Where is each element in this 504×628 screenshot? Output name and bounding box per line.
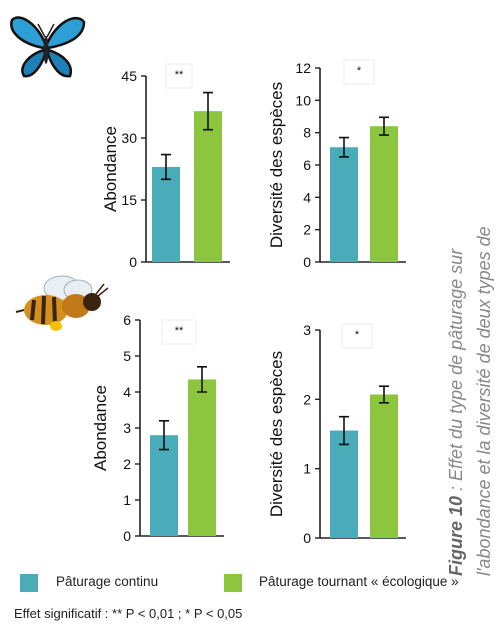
chart-bee-abundance: ** 0 1 2 3 4 5 6 Abondance	[91, 312, 224, 544]
y-tick-label: 4	[123, 384, 131, 400]
significance-box	[161, 319, 197, 345]
bar-paturage-continu	[330, 147, 358, 262]
caption-line-1: : Effet du type de pâturage sur	[446, 248, 466, 496]
y-axis-label: Diversité des espèces	[267, 82, 286, 248]
y-axis-label: Diversité des espèces	[267, 351, 286, 517]
error-bar	[203, 91, 213, 131]
y-tick-label: 0	[303, 254, 311, 270]
svg-text:Figure 10 : Effet du type de p: Figure 10 : Effet du type de pâturage su…	[446, 248, 466, 576]
error-bar	[379, 116, 389, 136]
y-tick-label: 3	[123, 420, 131, 436]
butterfly-icon	[10, 16, 86, 78]
significance-box	[343, 59, 375, 85]
y-tick-label: 8	[303, 125, 311, 141]
y-tick-label: 6	[123, 312, 131, 328]
y-tick-label: 5	[123, 348, 131, 364]
bar-paturage-continu	[150, 435, 178, 536]
legend-swatch-tournant	[224, 574, 242, 592]
y-tick-label: 2	[303, 391, 311, 407]
bar-paturage-continu	[152, 166, 180, 262]
y-tick-label: 1	[123, 492, 131, 508]
bar-paturage-tournant	[188, 379, 216, 536]
chart-butterfly-abundance: ** 0 15 30 45 Abondance	[101, 63, 230, 270]
bar-paturage-tournant	[370, 394, 398, 538]
y-tick-label: 0	[123, 528, 131, 544]
significance-box	[341, 323, 373, 349]
error-bar	[161, 153, 171, 181]
y-tick-label: 2	[123, 456, 131, 472]
y-tick-label: 15	[121, 192, 137, 208]
error-bar	[159, 420, 169, 451]
significance-box	[165, 63, 193, 89]
significance-label: **	[175, 69, 184, 81]
bee-icon	[15, 275, 109, 331]
significance-label: *	[355, 329, 360, 341]
legend-swatch-continu	[20, 574, 38, 592]
y-tick-label: 30	[121, 130, 137, 146]
y-tick-label: 3	[303, 322, 311, 338]
bar-paturage-tournant	[370, 126, 398, 262]
error-bar	[197, 366, 207, 393]
y-tick-label: 1	[303, 461, 311, 477]
y-tick-label: 6	[303, 157, 311, 173]
y-tick-label: 4	[303, 189, 311, 205]
y-tick-label: 2	[303, 222, 311, 238]
legend: Pâturage continu Pâturage tournant « éco…	[0, 572, 504, 596]
y-tick-label: 45	[121, 68, 137, 84]
bar-paturage-continu	[330, 430, 358, 538]
y-tick-label: 0	[303, 530, 311, 546]
legend-label-tournant: Pâturage tournant « écologique »	[259, 574, 459, 589]
y-tick-label: 12	[295, 60, 311, 76]
y-tick-label: 10	[295, 92, 311, 108]
figure-label: Figure 10	[446, 496, 466, 576]
legend-label-continu: Pâturage continu	[56, 574, 159, 589]
significance-footnote: Effet significatif : ** P < 0,01 ; * P <…	[14, 606, 243, 621]
chart-butterfly-diversity: * 0 2 4 6 8 10 12 Diversité des espèces	[267, 59, 406, 270]
error-bar	[379, 385, 389, 404]
error-bar	[339, 415, 349, 446]
significance-label: **	[175, 325, 184, 337]
significance-label: *	[357, 65, 362, 77]
error-bar	[339, 136, 349, 158]
y-axis-label: Abondance	[101, 126, 120, 212]
y-tick-label: 0	[129, 254, 137, 270]
figure-caption: Figure 10 : Effet du type de pâturage su…	[432, 18, 504, 578]
y-axis-label: Abondance	[91, 385, 110, 471]
bar-paturage-tournant	[194, 111, 222, 262]
caption-line-2: l'abondance et la diversité de deux type…	[474, 226, 494, 576]
chart-bee-diversity: * 0 1 2 3 Diversité des espèces	[267, 322, 406, 546]
